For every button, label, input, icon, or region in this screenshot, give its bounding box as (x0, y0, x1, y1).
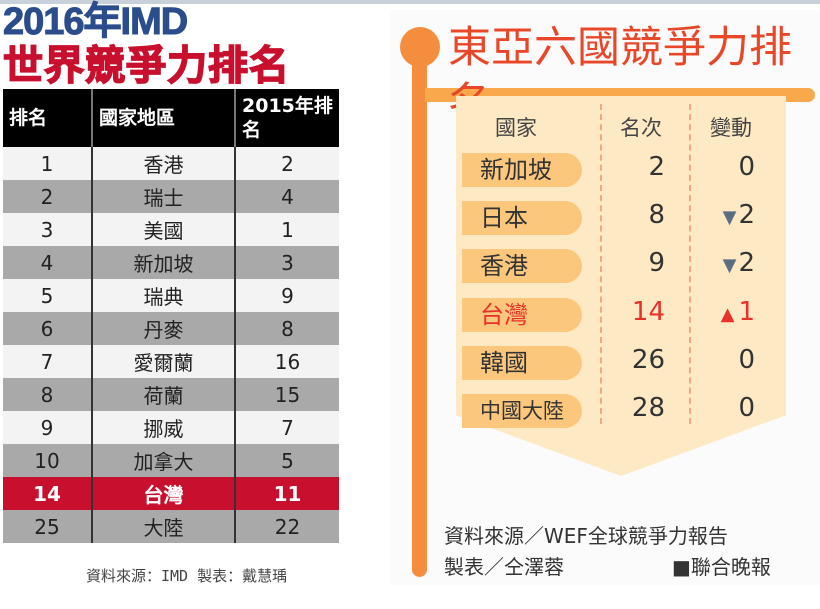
country-pill-highlighted: 台灣 (462, 298, 582, 332)
change-number: 0 (738, 152, 755, 182)
rank-cell: 6 (3, 312, 93, 345)
prev-rank-cell: 4 (235, 180, 339, 213)
top-border (0, 0, 820, 4)
rank-value: 9 (648, 248, 665, 278)
table-row: 9 挪威 7 (3, 411, 339, 444)
change-value: ▼2 (700, 200, 755, 230)
change-value: 0 (700, 393, 755, 423)
change-number: 2 (738, 248, 755, 278)
country-pill: 新加坡 (462, 153, 582, 187)
country-cell: 新加坡 (92, 246, 236, 279)
rank-value: 14 (631, 297, 665, 327)
country-cell: 瑞典 (92, 279, 236, 312)
table-row: 3 美國 1 (3, 213, 339, 246)
header-country: 國家 (495, 116, 537, 140)
prev-rank-cell: 15 (235, 378, 339, 411)
change-number: 0 (738, 345, 755, 375)
rank-value: 2 (648, 152, 665, 182)
table-row: 2 瑞士 4 (3, 180, 339, 213)
country-cell: 美國 (92, 213, 236, 246)
down-arrow-icon: ▼ (722, 207, 737, 228)
table-row-highlighted: 14 台灣 11 (3, 477, 339, 510)
rank-cell: 7 (3, 345, 93, 378)
prev-rank-cell: 5 (235, 444, 339, 477)
table-row: 6 丹麥 8 (3, 312, 339, 345)
rank-value: 8 (648, 200, 665, 230)
change-value: ▲ 1 (700, 297, 755, 327)
wef-title: 東亞六國競爭力排名 (448, 23, 792, 129)
table-row: 25 大陸 22 (3, 510, 339, 543)
rank-cell: 25 (3, 510, 93, 543)
rank-cell: 8 (3, 378, 93, 411)
prev-rank-cell: 9 (235, 279, 339, 312)
rank-value: 26 (631, 345, 665, 375)
prev-rank-cell: 7 (235, 411, 339, 444)
imd-title-line1: 2016年IMD (2, 1, 188, 43)
prev-rank-cell: 1 (235, 213, 339, 246)
rank-cell: 10 (3, 444, 93, 477)
country-cell: 瑞士 (92, 180, 236, 213)
table-row: 8 荷蘭 15 (3, 378, 339, 411)
prev-rank-cell: 3 (235, 246, 339, 279)
change-number: 0 (738, 393, 755, 423)
column-divider (689, 104, 691, 424)
wef-maker-credit: 製表／仝澤蓉 (444, 555, 564, 579)
prev-rank-cell: 2 (235, 147, 339, 180)
country-cell: 愛爾蘭 (92, 345, 236, 378)
up-arrow-icon: ▲ (720, 304, 735, 325)
column-divider (600, 104, 602, 424)
rank-cell: 1 (3, 147, 93, 180)
change-value: 0 (700, 345, 755, 375)
table-row: 10 加拿大 5 (3, 444, 339, 477)
rank-cell: 3 (3, 213, 93, 246)
country-cell: 加拿大 (92, 444, 236, 477)
country-cell: 香港 (92, 147, 236, 180)
imd-ranking-table: 排名 國家地區 2015年排名 1 香港 2 2 瑞士 4 3 美國 1 4 新加坡 3 5 瑞典… (3, 89, 339, 543)
flag-pole-decoration (412, 55, 427, 577)
prev-rank-cell: 22 (235, 510, 339, 543)
table-header-row: 排名 國家地區 2015年排名 (3, 89, 339, 147)
country-pill: 韓國 (462, 346, 582, 380)
prev-rank-cell: 16 (235, 345, 339, 378)
country-pill: 中國大陸 (462, 394, 582, 428)
country-pill: 香港 (462, 249, 582, 283)
country-pill: 日本 (462, 201, 582, 235)
rank-cell: 9 (3, 411, 93, 444)
country-cell: 台灣 (92, 477, 236, 510)
header-rank: 名次 (620, 116, 662, 140)
publisher-credit: ■聯合晚報 (672, 555, 771, 579)
country-cell: 大陸 (92, 510, 236, 543)
change-value: ▼2 (700, 248, 755, 278)
prev-rank-cell: 11 (235, 477, 339, 510)
rank-cell: 4 (3, 246, 93, 279)
flag-pole-knob-decoration (400, 27, 440, 67)
change-number: 2 (738, 200, 755, 230)
change-number: 1 (738, 297, 755, 327)
imd-title-line2: 世界競爭力排名 (2, 43, 290, 89)
header-prev-rank: 2015年排名 (235, 89, 339, 147)
wef-source-credit: 資料來源／WEF全球競爭力報告 (444, 524, 728, 548)
change-value: 0 (700, 152, 755, 182)
prev-rank-cell: 8 (235, 312, 339, 345)
rank-value: 28 (631, 393, 665, 423)
table-row: 7 愛爾蘭 16 (3, 345, 339, 378)
table-row: 1 香港 2 (3, 147, 339, 180)
header-rank: 排名 (3, 89, 93, 147)
table-row: 4 新加坡 3 (3, 246, 339, 279)
rank-cell: 5 (3, 279, 93, 312)
imd-source-credit: 資料來源：IMD 製表：戴慧瑀 (86, 567, 288, 585)
rank-cell: 14 (3, 477, 93, 510)
header-country: 國家地區 (92, 89, 236, 147)
country-cell: 挪威 (92, 411, 236, 444)
down-arrow-icon: ▼ (722, 255, 737, 276)
rank-cell: 2 (3, 180, 93, 213)
header-change: 變動 (710, 116, 752, 140)
table-row: 5 瑞典 9 (3, 279, 339, 312)
country-cell: 丹麥 (92, 312, 236, 345)
country-cell: 荷蘭 (92, 378, 236, 411)
